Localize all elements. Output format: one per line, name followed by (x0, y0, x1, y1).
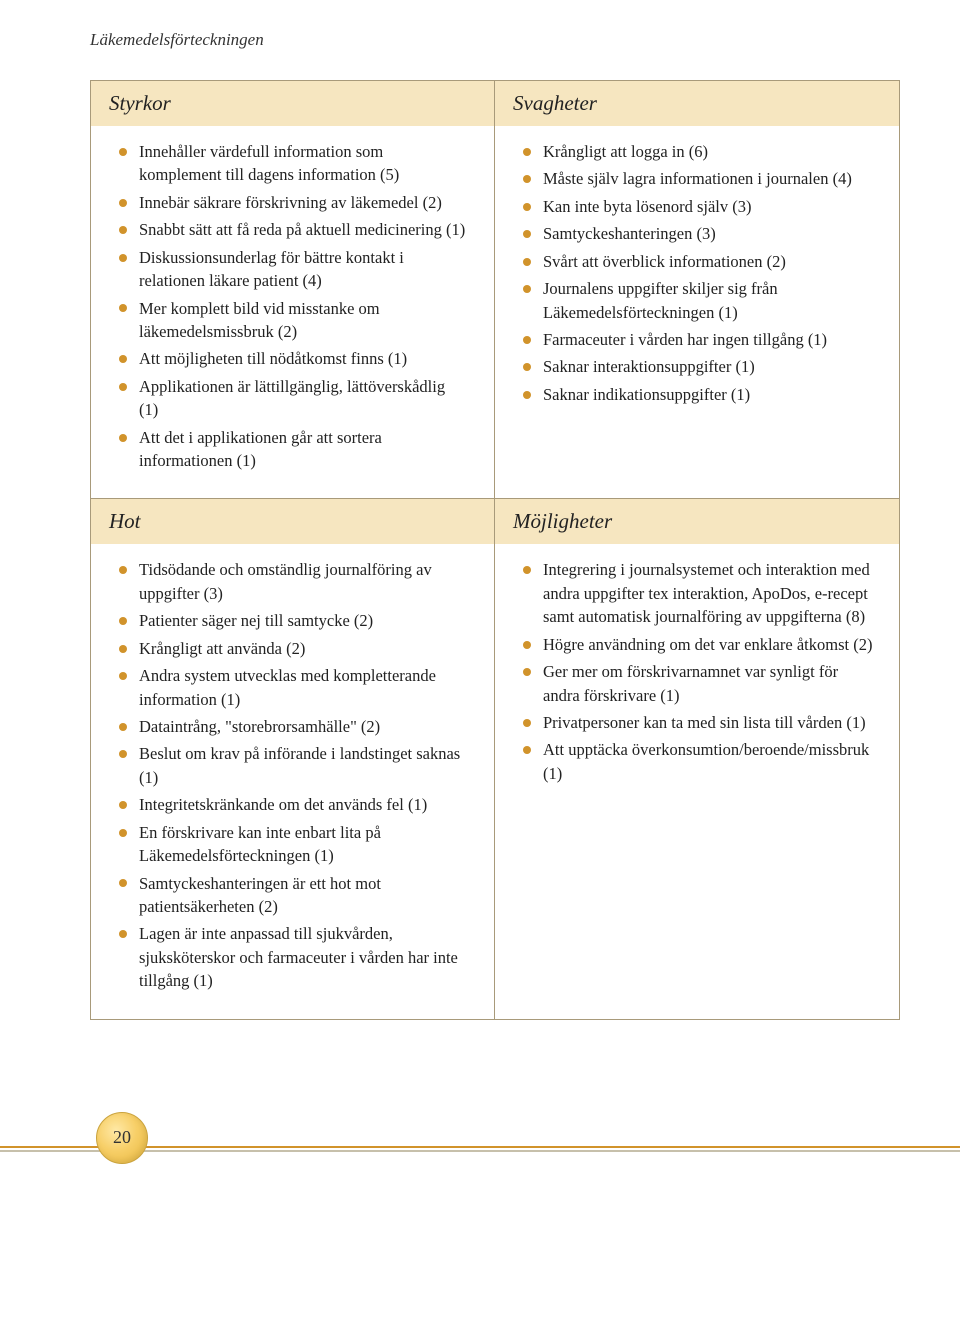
list-item: Samtyckeshanteringen (3) (521, 222, 873, 245)
list-item: Tidsödande och omständlig journalföring … (117, 558, 468, 605)
list-item: Andra system utvecklas med kompletterand… (117, 664, 468, 711)
list-svagheter: Krångligt att logga in (6) Måste själv l… (521, 140, 873, 406)
list-item: Innehåller värdefull information som kom… (117, 140, 468, 187)
list-item: Patienter säger nej till samtycke (2) (117, 609, 468, 632)
list-item: Krångligt att använda (2) (117, 637, 468, 660)
list-hot: Tidsödande och omständlig journalföring … (117, 558, 468, 992)
swot-table: Styrkor Innehåller värdefull information… (90, 80, 900, 1020)
body-svagheter: Krångligt att logga in (6) Måste själv l… (495, 126, 899, 432)
list-item: Saknar indikationsuppgifter (1) (521, 383, 873, 406)
list-item: Integrering i journalsystemet och intera… (521, 558, 873, 628)
list-item: Applikationen är lättillgänglig, lättöve… (117, 375, 468, 422)
list-item: Diskussionsunderlag för bättre kontakt i… (117, 246, 468, 293)
list-styrkor: Innehåller värdefull information som kom… (117, 140, 468, 472)
list-item: Högre användning om det var enklare åtko… (521, 633, 873, 656)
list-item: Snabbt sätt att få reda på aktuell medic… (117, 218, 468, 241)
cell-hot: Hot Tidsödande och omständlig journalför… (91, 499, 495, 1018)
list-mojligheter: Integrering i journalsystemet och intera… (521, 558, 873, 785)
list-item: Farmaceuter i vården har ingen tillgång … (521, 328, 873, 351)
list-item: Innebär säkrare förskrivning av läkemede… (117, 191, 468, 214)
list-item: Lagen är inte anpassad till sjukvården, … (117, 922, 468, 992)
list-item: Dataintrång, "storebrorsamhälle" (2) (117, 715, 468, 738)
body-mojligheter: Integrering i journalsystemet och intera… (495, 544, 899, 811)
document-page: Läkemedelsförteckningen Styrkor Innehåll… (0, 0, 960, 1040)
list-item: Krångligt att logga in (6) (521, 140, 873, 163)
cell-svagheter: Svagheter Krångligt att logga in (6) Mås… (495, 81, 899, 499)
page-number-badge: 20 (96, 1112, 148, 1164)
list-item: Mer komplett bild vid misstanke om läkem… (117, 297, 468, 344)
list-item: Att det i applikationen går att sortera … (117, 426, 468, 473)
body-hot: Tidsödande och omständlig journalföring … (91, 544, 494, 1018)
header-mojligheter: Möjligheter (495, 499, 899, 544)
list-item: Saknar interaktionsuppgifter (1) (521, 355, 873, 378)
list-item: Privatpersoner kan ta med sin lista till… (521, 711, 873, 734)
cell-mojligheter: Möjligheter Integrering i journalsysteme… (495, 499, 899, 1018)
list-item: Att upptäcka överkonsumtion/beroende/mis… (521, 738, 873, 785)
list-item: Kan inte byta lösenord själv (3) (521, 195, 873, 218)
header-styrkor: Styrkor (91, 81, 494, 126)
header-svagheter: Svagheter (495, 81, 899, 126)
page-footer: 20 (0, 1110, 960, 1160)
list-item: Ger mer om förskrivarnamnet var synligt … (521, 660, 873, 707)
header-hot: Hot (91, 499, 494, 544)
list-item: Samtyckeshanteringen är ett hot mot pati… (117, 872, 468, 919)
list-item: Journalens uppgifter skiljer sig från Lä… (521, 277, 873, 324)
cell-styrkor: Styrkor Innehåller värdefull information… (91, 81, 495, 499)
list-item: En förskrivare kan inte enbart lita på L… (117, 821, 468, 868)
list-item: Integritetskränkande om det används fel … (117, 793, 468, 816)
list-item: Beslut om krav på införande i landstinge… (117, 742, 468, 789)
body-styrkor: Innehåller värdefull information som kom… (91, 126, 494, 498)
list-item: Att möjligheten till nödåtkomst finns (1… (117, 347, 468, 370)
list-item: Måste själv lagra informationen i journa… (521, 167, 873, 190)
page-heading: Läkemedelsförteckningen (90, 30, 900, 50)
list-item: Svårt att överblick informationen (2) (521, 250, 873, 273)
